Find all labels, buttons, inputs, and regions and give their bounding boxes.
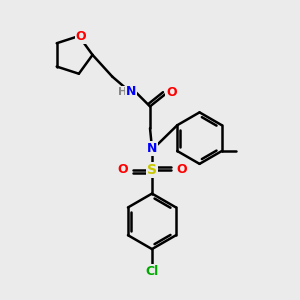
Text: H: H bbox=[118, 86, 127, 97]
Text: O: O bbox=[76, 29, 86, 43]
Text: O: O bbox=[167, 86, 177, 99]
Text: S: S bbox=[147, 163, 157, 177]
Text: O: O bbox=[176, 163, 187, 176]
Text: N: N bbox=[147, 142, 157, 154]
Text: Cl: Cl bbox=[146, 266, 159, 278]
Text: O: O bbox=[117, 163, 128, 176]
Text: N: N bbox=[126, 85, 136, 98]
